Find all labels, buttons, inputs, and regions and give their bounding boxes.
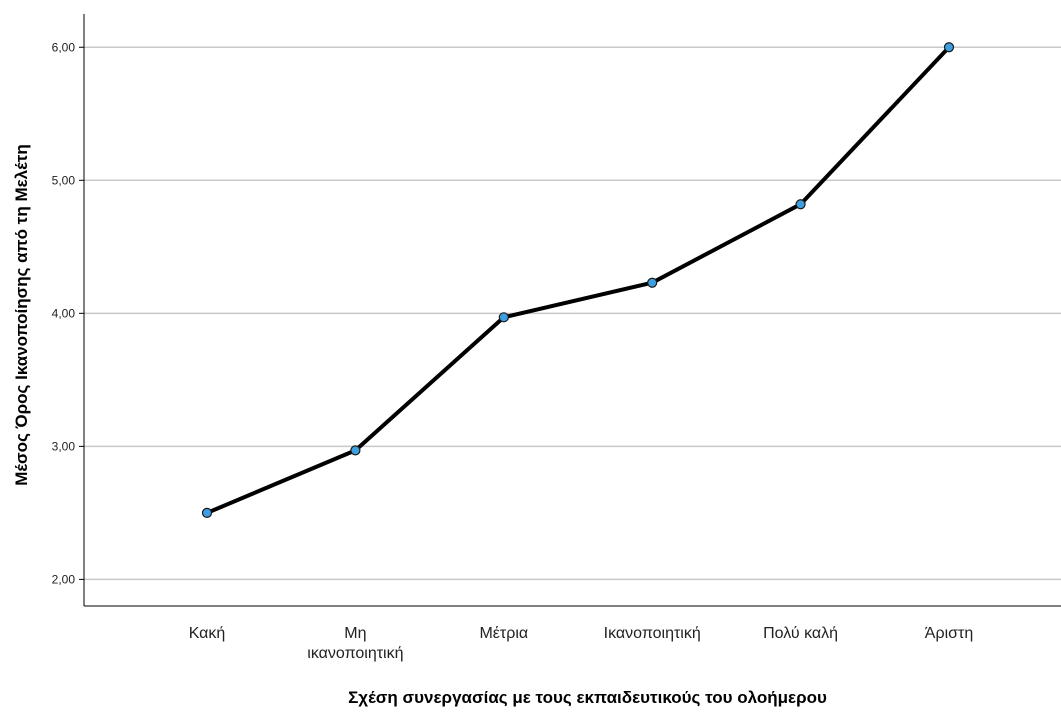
x-tick-label: Πολύ καλή xyxy=(763,625,838,642)
x-axis-title: Σχέση συνεργασίας με τους εκπαιδευτικούς… xyxy=(348,688,827,707)
y-tick-label: 6,00 xyxy=(52,40,76,54)
y-tick-label: 2,00 xyxy=(52,572,76,586)
data-point xyxy=(647,277,658,288)
x-tick-label: Κακή xyxy=(189,625,226,642)
data-point xyxy=(350,445,361,456)
y-tick-label: 5,00 xyxy=(52,173,76,187)
y-axis-title: Μέσος Όρος Ικανοποίησης από τη Μελέτη xyxy=(12,144,31,486)
x-tick-label: Άριστη xyxy=(925,625,973,642)
gridlines xyxy=(84,46,1061,581)
data-point xyxy=(795,199,806,210)
x-tick-label: Ικανοποιητική xyxy=(604,625,701,642)
y-tick-labels: 2,00 3,00 4,00 5,00 6,00 xyxy=(52,40,84,586)
x-tick-labels: Κακή Μη ικανοποιητική Μέτρια Ικανοποιητική Πο… xyxy=(189,625,974,662)
x-tick-label: Μη ικανοποιητική xyxy=(307,625,403,662)
y-tick-label: 3,00 xyxy=(52,439,76,453)
data-point xyxy=(201,507,213,518)
series-line xyxy=(206,45,951,515)
data-points xyxy=(201,42,955,518)
y-tick-label: 4,00 xyxy=(52,306,76,320)
data-point xyxy=(943,42,955,53)
data-point xyxy=(498,312,509,323)
x-tick-label: Μέτρια xyxy=(479,625,528,642)
